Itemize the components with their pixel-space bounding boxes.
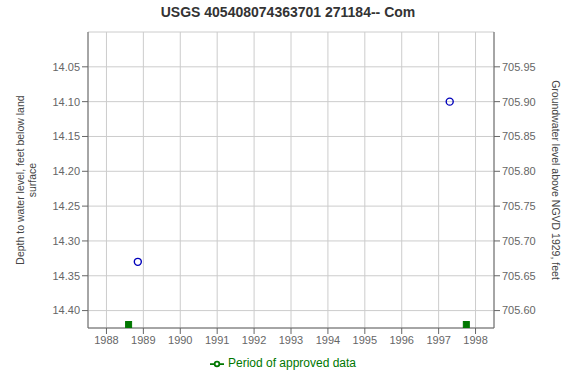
svg-text:1992: 1992 — [242, 334, 266, 346]
svg-text:1995: 1995 — [353, 334, 377, 346]
svg-text:Depth to water level, feet bel: Depth to water level, feet below land — [14, 95, 26, 264]
svg-text:705.70: 705.70 — [502, 235, 536, 247]
svg-text:1988: 1988 — [94, 334, 118, 346]
svg-text:surface: surface — [26, 163, 38, 198]
svg-text:1997: 1997 — [426, 334, 450, 346]
svg-text:705.80: 705.80 — [502, 165, 536, 177]
svg-text:705.85: 705.85 — [502, 130, 536, 142]
svg-text:1996: 1996 — [389, 334, 413, 346]
svg-text:14.15: 14.15 — [52, 130, 80, 142]
svg-text:1994: 1994 — [316, 334, 340, 346]
svg-text:705.90: 705.90 — [502, 96, 536, 108]
svg-text:14.20: 14.20 — [52, 165, 80, 177]
svg-text:705.60: 705.60 — [502, 304, 536, 316]
svg-text:1993: 1993 — [279, 334, 303, 346]
svg-text:705.95: 705.95 — [502, 61, 536, 73]
svg-text:14.05: 14.05 — [52, 61, 80, 73]
svg-text:1990: 1990 — [168, 334, 192, 346]
html-text:Period of approved data: Period of approved data — [228, 356, 356, 370]
html-text:USGS 405408074363701 271184--: USGS 405408074363701 271184-- Com — [160, 4, 416, 20]
svg-text:14.10: 14.10 — [52, 96, 80, 108]
svg-text:1998: 1998 — [463, 334, 487, 346]
svg-text:14.35: 14.35 — [52, 270, 80, 282]
svg-text:705.65: 705.65 — [502, 270, 536, 282]
svg-text:1991: 1991 — [205, 334, 229, 346]
svg-text:Groundwater level above NGVD 1: Groundwater level above NGVD 1929, feet — [550, 80, 562, 280]
svg-text:705.75: 705.75 — [502, 200, 536, 212]
svg-text:14.30: 14.30 — [52, 235, 80, 247]
svg-text:14.25: 14.25 — [52, 200, 80, 212]
svg-text:1989: 1989 — [131, 334, 155, 346]
svg-text:14.40: 14.40 — [52, 304, 80, 316]
